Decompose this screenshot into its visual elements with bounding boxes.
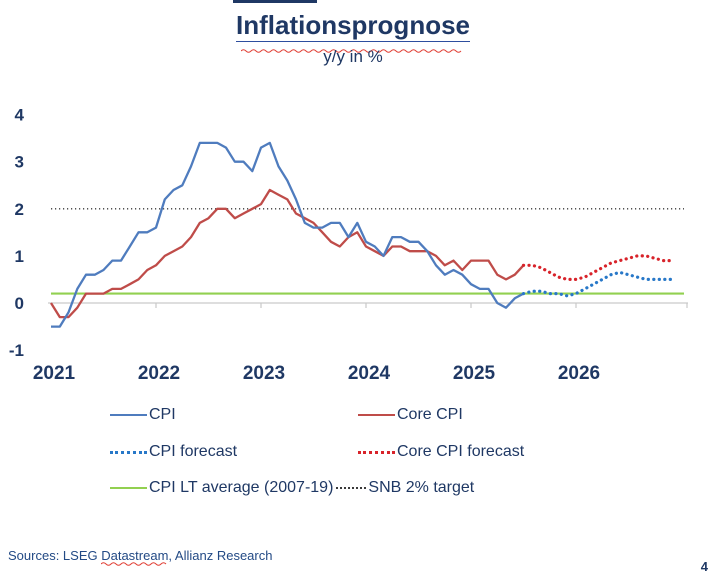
title-squiggle-underline (240, 41, 465, 53)
x-tick-label: 2025 (453, 363, 496, 384)
squiggle-underline (101, 562, 167, 566)
core-cpi-line (50, 188, 525, 319)
y-tick-label: -1 (9, 341, 24, 360)
sources-suffix: , Allianz Research (168, 548, 273, 563)
legend-cpi-forecast: CPI forecast (110, 441, 237, 463)
page-title: Inflationsprognose (236, 10, 470, 42)
legend-cpi: CPI (110, 404, 176, 426)
chart-legend: CPI Core CPI CPI forecast Core CPI forec… (0, 398, 725, 500)
core-cpi-forecast-line (521, 254, 674, 281)
x-tick-label: 2022 (138, 363, 180, 384)
cpi-line-swatch (110, 414, 147, 416)
x-tick-label: 2024 (348, 363, 391, 384)
inflation-chart-svg: 4 3 2 1 0 -1 2021 2022 2023 2024 2025 2026 (9, 106, 688, 384)
inflation-chart: 4 3 2 1 0 -1 2021 2022 2023 2024 2025 2026 (0, 95, 725, 395)
sources-prefix: Sources: LSEG (8, 548, 102, 563)
legend-core-cpi: Core CPI (358, 404, 463, 426)
chart-title-block: Inflationsprognose (0, 10, 706, 53)
legend-snb-target-label: SNB 2% target (368, 479, 475, 496)
legend-core-cpi-forecast: Core CPI forecast (358, 441, 524, 463)
core-cpi-forecast-dotted-swatch (358, 450, 395, 454)
y-tick-label: 2 (15, 200, 24, 219)
y-tick-label: 3 (15, 153, 24, 172)
x-tick-label: 2026 (558, 363, 600, 384)
cpi-forecast-line (521, 270, 674, 298)
snb-target-dotted-swatch (336, 487, 367, 489)
y-tick-label: 1 (15, 247, 24, 266)
sources-datastream: Datastream (101, 548, 168, 566)
x-tick-label: 2021 (33, 363, 76, 384)
cpi-forecast-dotted-swatch (110, 450, 147, 454)
x-tick-label: 2023 (243, 363, 285, 384)
legend-lt-average-label: CPI LT average (2007-19) (149, 479, 334, 496)
lt-average-line-swatch (110, 487, 147, 489)
legend-cpi-label: CPI (149, 406, 176, 423)
core-cpi-line-swatch (358, 414, 395, 416)
sources-line: Sources: LSEG Datastream, Allianz Resear… (8, 548, 273, 566)
legend-snb-target: SNB 2% target (336, 477, 474, 499)
squiggle-underline (240, 49, 462, 53)
legend-cpi-forecast-label: CPI forecast (149, 443, 238, 460)
page-number: 4 (700, 559, 708, 574)
cpi-line (51, 141, 525, 328)
legend-core-cpi-forecast-label: Core CPI forecast (397, 443, 525, 460)
y-tick-label: 0 (15, 294, 24, 313)
legend-core-cpi-label: Core CPI (397, 406, 463, 423)
legend-row-3: CPI LT average (2007-19) SNB 2% target (110, 477, 474, 499)
legend-lt-average: CPI LT average (2007-19) (110, 477, 333, 499)
chart-subtitle: y/y in % (323, 47, 383, 66)
cropped-text-artifact (233, 0, 317, 3)
y-tick-label: 4 (15, 106, 25, 125)
